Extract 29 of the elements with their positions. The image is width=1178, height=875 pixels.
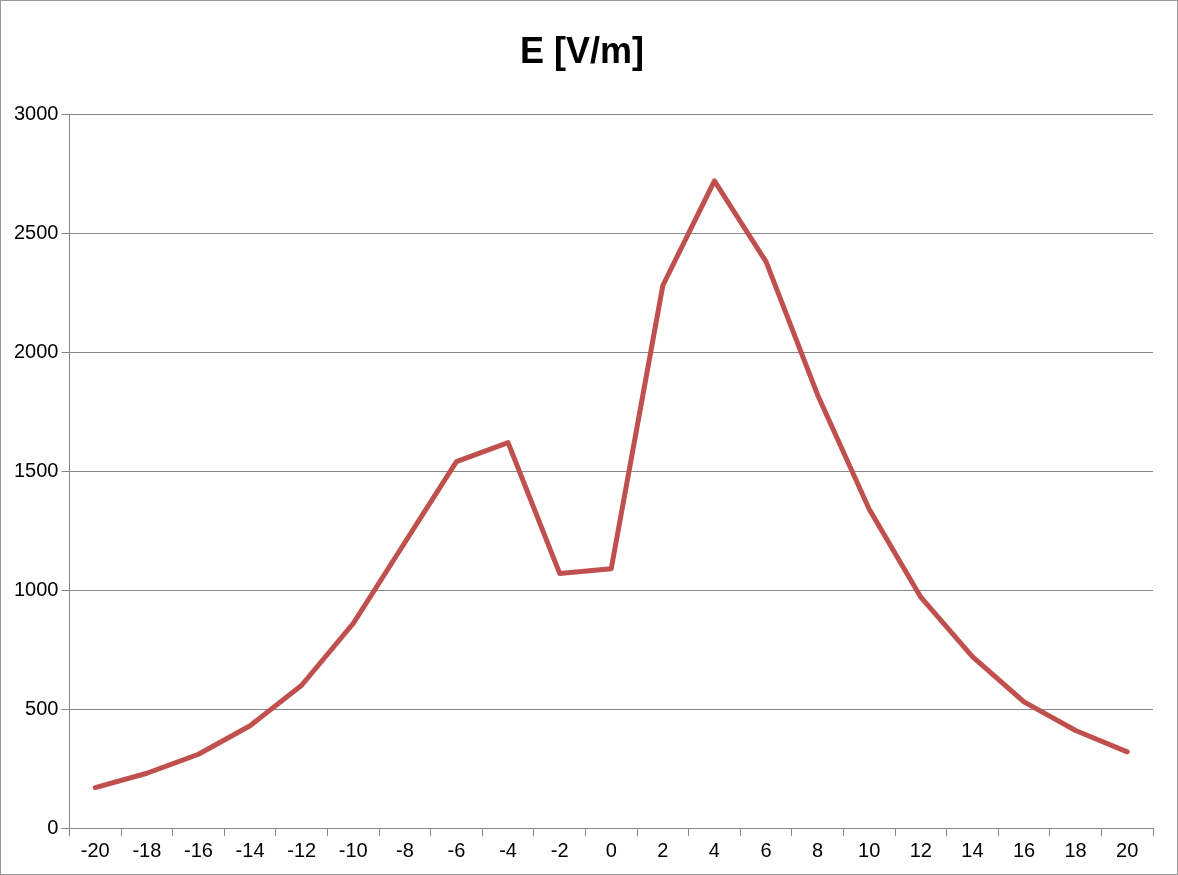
x-tick-label: 14 [961, 838, 984, 861]
y-tick-label: 500 [25, 696, 59, 719]
x-tick-label: 4 [708, 838, 720, 861]
x-tick-label: -10 [338, 838, 368, 861]
chart-title: E [V/m] [519, 29, 645, 71]
x-tick-label: 18 [1064, 838, 1087, 861]
x-tick-label: -18 [132, 838, 162, 861]
x-tick-label: -20 [80, 838, 110, 861]
y-tick-label: 1500 [13, 458, 59, 481]
y-tick-label: 2500 [13, 220, 59, 243]
x-tick-label: 0 [605, 838, 617, 861]
x-tick-label: 2 [657, 838, 669, 861]
x-tick-label: -6 [447, 838, 466, 861]
x-tick-label: 6 [760, 838, 772, 861]
y-tick-label: 1000 [13, 577, 59, 600]
x-tick-label: 16 [1012, 838, 1036, 861]
x-tick-label: -12 [287, 838, 317, 861]
y-tick-label: 0 [47, 815, 59, 838]
x-tick-label: 8 [812, 838, 824, 861]
x-tick-label: 20 [1116, 838, 1139, 861]
x-tick-label: -16 [184, 838, 213, 861]
y-tick-label: 3000 [13, 101, 59, 124]
y-tick-label: 2000 [13, 339, 59, 362]
x-tick-label: -8 [395, 838, 414, 861]
x-tick-label: 12 [909, 838, 932, 861]
x-tick-label: 10 [858, 838, 881, 861]
x-tick-label: -14 [235, 838, 265, 861]
x-tick-label: -4 [499, 838, 517, 861]
x-tick-label: -2 [550, 838, 569, 861]
